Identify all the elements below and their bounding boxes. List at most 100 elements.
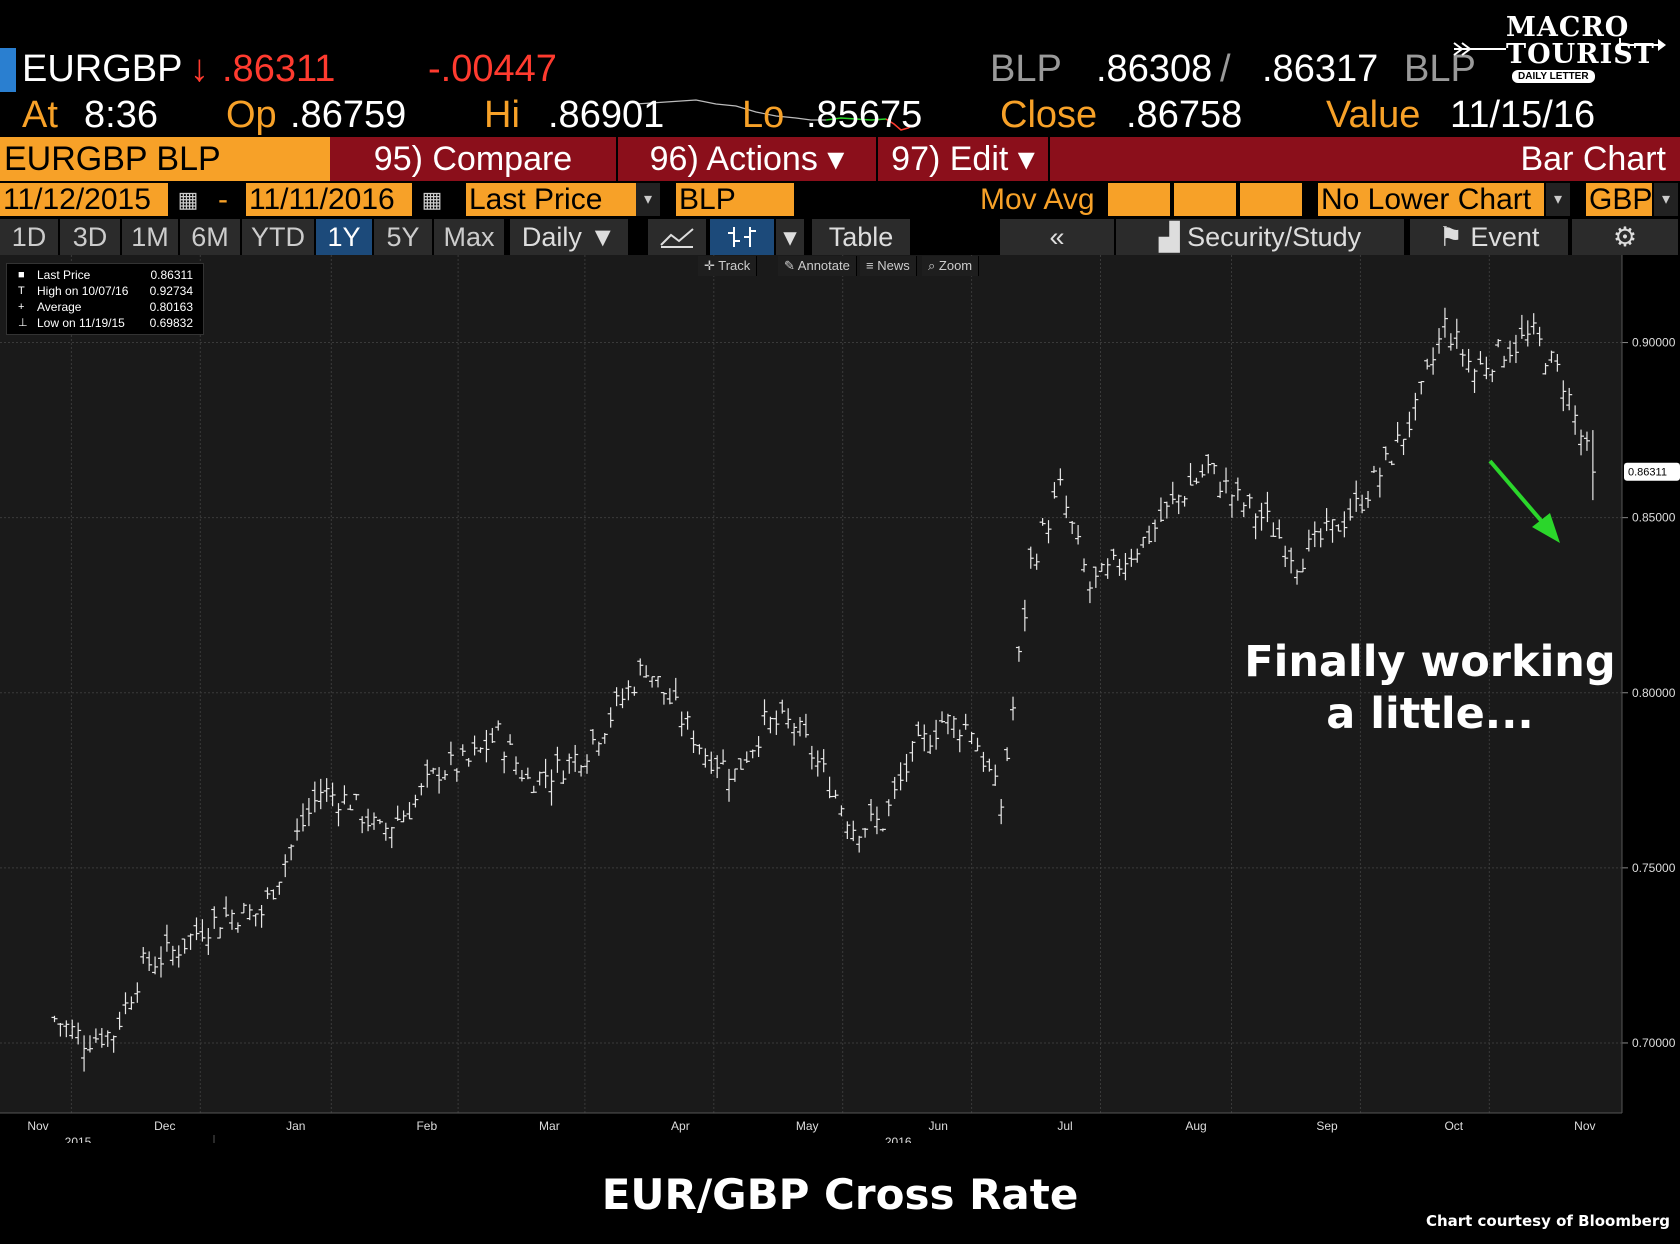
- calendar-icon[interactable]: ▦: [172, 183, 204, 216]
- bar-chart-icon[interactable]: [710, 219, 776, 255]
- y-tick-label: 0.80000: [1632, 686, 1676, 700]
- macro-tourist-logo: MACRO TOURIST DAILY LETTER: [1450, 12, 1670, 92]
- x-tick-label: Apr: [671, 1119, 690, 1133]
- bid-source: BLP: [990, 48, 1062, 90]
- flag-icon: ⚑: [1438, 222, 1471, 252]
- range-button-ytd[interactable]: YTD: [242, 219, 316, 255]
- high-price: .86901: [548, 94, 665, 136]
- security-study-button[interactable]: ▟ Security/Study: [1116, 219, 1406, 255]
- mini-tool-2[interactable]: ≡ News: [860, 256, 917, 276]
- logo-line-3: DAILY LETTER: [1512, 70, 1595, 83]
- ask-price: .86317: [1262, 48, 1379, 90]
- mini-tool-3[interactable]: ⌕ Zoom: [922, 256, 980, 276]
- mov-avg-field-1[interactable]: [1108, 183, 1170, 216]
- event-label: Event: [1470, 222, 1540, 252]
- chevron-down-icon[interactable]: ▾: [1546, 183, 1570, 216]
- down-arrow-icon: ↓: [190, 48, 209, 90]
- table-button[interactable]: Table: [812, 219, 912, 255]
- last-price-label: 0.86311: [1628, 467, 1667, 479]
- gear-icon[interactable]: ⚙: [1572, 219, 1680, 255]
- chevron-down-icon[interactable]: ▾: [776, 219, 806, 255]
- last-price: .86311: [222, 48, 336, 90]
- calendar-icon[interactable]: ▦: [416, 183, 448, 216]
- mini-tool-0[interactable]: ✛ Track: [698, 256, 758, 276]
- security-field[interactable]: EURGBP BLP Curncy: [0, 137, 330, 222]
- logo-line-2: TOURIST: [1506, 39, 1655, 70]
- legend-name: High on 10/07/16: [37, 284, 129, 298]
- net-change: -.00447: [428, 48, 557, 90]
- quote-row-1: EURGBP ↓ .86311 -.00447 BLP .86308 / .86…: [0, 48, 1680, 131]
- range-button-1m[interactable]: 1M: [122, 219, 180, 255]
- legend-row: ⊥ Low on 11/19/15 0.69832: [15, 316, 199, 331]
- end-date-field[interactable]: 11/11/2016: [246, 183, 412, 216]
- mov-avg-field-3[interactable]: [1240, 183, 1302, 216]
- study-chart-icon: ▟: [1158, 222, 1188, 252]
- frequency-select[interactable]: Daily ▼: [510, 219, 630, 255]
- range-button-3d[interactable]: 3D: [60, 219, 122, 255]
- x-tick-label: Jan: [286, 1119, 305, 1133]
- low-label: Lo: [742, 94, 785, 136]
- legend-name: Low on 11/19/15: [37, 316, 125, 330]
- legend-value: 0.69832: [149, 316, 193, 330]
- high-label: Hi: [484, 94, 520, 136]
- x-tick-label: Jul: [1057, 1119, 1072, 1133]
- parameter-bar: 11/12/2015 ▦ - 11/11/2016 ▦ Last Price ▾…: [0, 181, 1680, 218]
- figure-caption: EUR/GBP Cross Rate: [601, 1170, 1079, 1219]
- mov-avg-field-2[interactable]: [1174, 183, 1236, 216]
- mini-tool-1[interactable]: ✎ Annotate: [778, 256, 857, 276]
- quote-row-2: At 8:36 Op .86759 Hi .86901 Lo .85675 Cl…: [0, 94, 1680, 140]
- bid-price: .86308: [1096, 48, 1213, 90]
- mov-avg-label: Mov Avg: [980, 183, 1095, 216]
- annotation-arrow-icon: [1488, 459, 1552, 533]
- logo-line-1: MACRO: [1506, 12, 1630, 43]
- event-button[interactable]: ⚑ Event: [1410, 219, 1570, 255]
- start-date-field[interactable]: 11/12/2015: [0, 183, 168, 216]
- close-price: .86758: [1126, 94, 1243, 136]
- legend-row: + Average 0.80163: [15, 300, 199, 315]
- legend-symbol: +: [18, 301, 25, 313]
- x-tick-label: Mar: [539, 1119, 560, 1133]
- security-study-label: Security/Study: [1187, 222, 1362, 252]
- last-price-marker: [1624, 462, 1680, 481]
- legend-row: T High on 10/07/16 0.92734: [15, 284, 199, 299]
- x-tick-label: Dec: [154, 1119, 175, 1133]
- ticker-symbol[interactable]: EURGBP: [22, 48, 183, 90]
- legend-value: 0.86311: [150, 268, 194, 282]
- chart-annotation: Finally working a little...: [1230, 636, 1630, 740]
- plot-background: [0, 255, 1622, 1113]
- x-tick-label: Jun: [929, 1119, 948, 1133]
- security-color-marker: [0, 48, 16, 92]
- range-button-5y[interactable]: 5Y: [374, 219, 434, 255]
- x-tick-label: Aug: [1185, 1119, 1206, 1133]
- line-chart-icon[interactable]: [648, 219, 708, 255]
- low-price: .85675: [806, 94, 923, 136]
- collapse-icon[interactable]: «: [1000, 219, 1116, 255]
- chart-legend: ■ Last Price 0.86311 T High on 10/07/16 0.927…: [6, 263, 204, 335]
- range-button-max[interactable]: Max: [434, 219, 506, 255]
- source-field[interactable]: BLP: [676, 183, 794, 216]
- chevron-down-icon[interactable]: ▾: [1654, 183, 1678, 216]
- y-tick-label: 0.70000: [1632, 1036, 1676, 1050]
- y-tick-label: 0.75000: [1632, 861, 1676, 875]
- currency-field[interactable]: GBP: [1586, 183, 1652, 216]
- lower-chart-select[interactable]: No Lower Chart: [1318, 183, 1544, 216]
- actions-button[interactable]: 96) Actions ▾: [618, 137, 878, 181]
- compare-button[interactable]: 95) Compare: [330, 137, 618, 181]
- range-button-1y[interactable]: 1Y: [316, 219, 374, 255]
- range-button-1d[interactable]: 1D: [0, 219, 60, 255]
- x-tick-label: Feb: [416, 1119, 437, 1133]
- annotation-arrowhead-icon: [1532, 513, 1560, 543]
- intraday-sparkline: [636, 99, 916, 131]
- price-chart[interactable]: Nov Dec Jan Feb Mar Apr May Jun Jul Aug Sep Oct Nov 2…: [0, 255, 1680, 1143]
- chevron-down-icon[interactable]: ▾: [636, 183, 660, 216]
- legend-symbol: ⊥: [18, 317, 28, 329]
- annotation-line-1: Finally working: [1244, 637, 1616, 687]
- price-field-select[interactable]: Last Price: [466, 183, 636, 216]
- at-label: At: [22, 94, 58, 136]
- legend-symbol: ■: [18, 269, 25, 281]
- legend-name: Average: [37, 300, 82, 314]
- open-label: Op: [226, 94, 277, 136]
- range-button-6m[interactable]: 6M: [180, 219, 242, 255]
- edit-button[interactable]: 97) Edit ▾: [878, 137, 1050, 181]
- logo-arrow-left-icon: [1453, 42, 1506, 56]
